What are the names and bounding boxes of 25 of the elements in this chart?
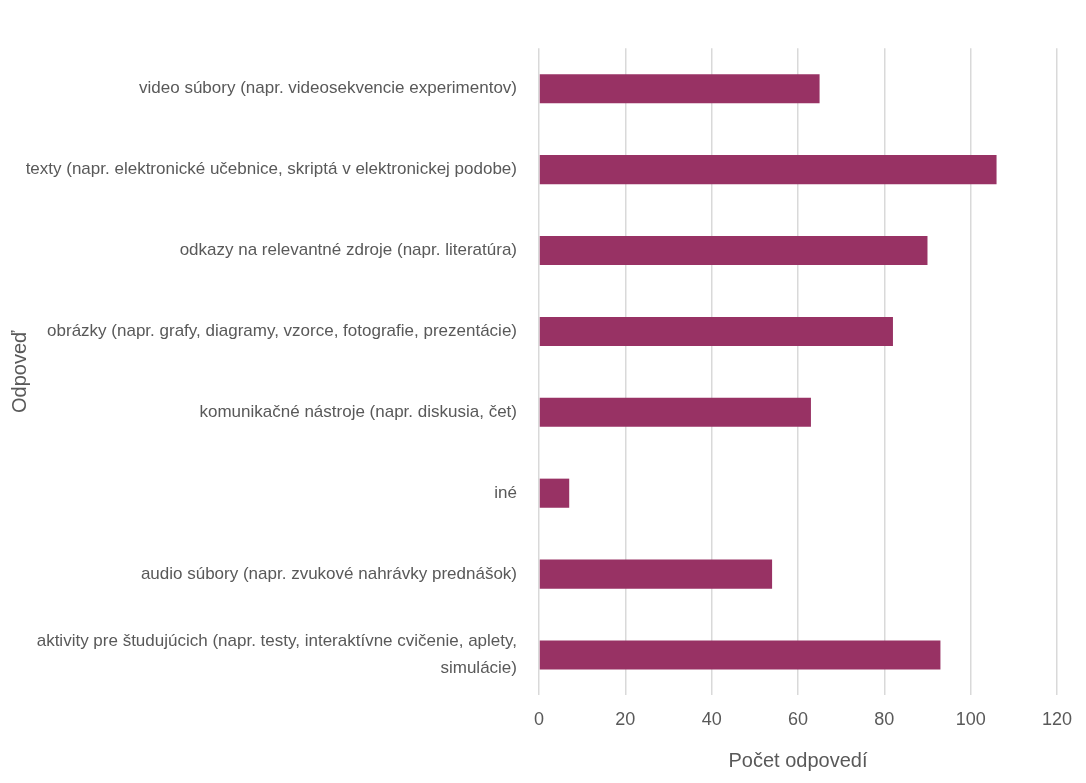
y-axis-title: Odpoveď (7, 330, 30, 414)
x-tick-label: 0 (533, 709, 545, 730)
y-tick-label: komunikačné nástroje (napr. diskusia, čet) (199, 402, 517, 421)
x-tick-label: 120 (1041, 709, 1073, 730)
y-tick-label: odkazy na relevantné zdroje (napr. literatúra) (179, 240, 517, 260)
y-tick-label: video súbory (napr. videosekvencie experimentov) (139, 78, 517, 98)
bar (539, 478, 570, 508)
y-tick-label: texty (napr. elektronické učebnice, skriptá v elektronickej podobe) (25, 159, 517, 179)
bar (539, 316, 893, 346)
x-tick-label: 60 (787, 709, 809, 730)
bar (539, 640, 941, 670)
bar (539, 155, 997, 185)
bar (539, 559, 773, 589)
bar (539, 235, 928, 266)
x-tick-label: 40 (701, 709, 722, 730)
x-tick-label: 20 (615, 709, 636, 730)
y-tick-label: aktivity pre študujúcich (napr. testy, interaktívne cvičenie, aplety, simulácie) (36, 631, 517, 677)
y-tick-label: obrázky (napr. grafy, diagramy, vzorce, fotografie, prezentácie) (47, 321, 517, 341)
y-tick-label: audio súbory (napr. zvukové nahrávky prednášok) (140, 563, 517, 583)
x-axis-title: Počet odpovedí (728, 748, 868, 771)
bar (539, 397, 811, 427)
x-tick-label: 100 (955, 709, 986, 730)
y-tick-label: iné (494, 482, 517, 502)
x-tick-label: 80 (874, 709, 895, 730)
bar (539, 74, 820, 104)
